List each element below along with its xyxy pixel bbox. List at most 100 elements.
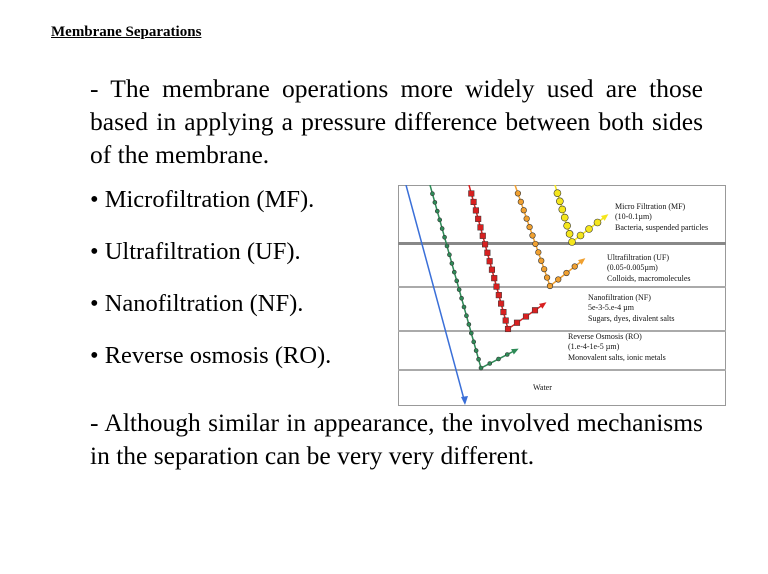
nf-particle xyxy=(468,190,475,197)
uf-particle xyxy=(535,249,542,256)
ro-range: (1.e-4-1e-5 µm) xyxy=(568,342,620,351)
nf-particle xyxy=(502,317,509,324)
ro-particle xyxy=(464,313,469,319)
nf-particle xyxy=(488,266,495,273)
uf-particle xyxy=(520,207,527,214)
ro-particle xyxy=(471,339,477,345)
membrane-uf xyxy=(398,286,726,288)
nf-particle xyxy=(495,292,502,299)
ro-particle xyxy=(442,234,447,240)
ro-particle xyxy=(466,322,472,327)
ro-particle xyxy=(461,304,467,310)
uf-particle xyxy=(546,282,554,290)
ro-particle xyxy=(478,365,484,371)
uf-particle xyxy=(517,198,524,205)
bullet-nf: • Nanofiltration (NF). xyxy=(90,290,304,317)
ro-particle xyxy=(434,208,440,214)
ro-name: Reverse Osmosis (RO) xyxy=(568,332,642,341)
ro-particle xyxy=(437,217,443,223)
bullet-ro: • Reverse osmosis (RO). xyxy=(90,342,332,369)
ro-arrowhead xyxy=(511,348,519,355)
uf-particle xyxy=(514,190,522,197)
membrane-diagram: Micro Filtration (MF) (10-0.1µm) Bacteri… xyxy=(398,185,726,406)
nf-particle xyxy=(493,283,500,290)
ro-particle xyxy=(447,252,452,258)
nf-particle xyxy=(522,313,530,320)
nf-particle xyxy=(484,249,491,256)
uf-particle xyxy=(523,215,530,222)
ro-particle xyxy=(444,243,450,249)
mf-particle xyxy=(576,231,585,240)
uf-particle xyxy=(543,274,551,281)
nf-particle xyxy=(491,275,498,282)
ro-particle xyxy=(473,348,479,353)
nf-arrowhead xyxy=(539,302,547,309)
bullet-uf: • Ultrafiltration (UF). xyxy=(90,238,301,265)
uf-name: Ultrafiltration (UF) xyxy=(607,253,669,262)
ro-particle xyxy=(430,191,435,197)
ro-particle xyxy=(468,330,474,336)
water-path xyxy=(405,185,466,404)
ro-particle xyxy=(476,356,481,362)
nf-particle xyxy=(479,232,486,239)
ro-particle xyxy=(456,287,462,292)
mf-range: (10-0.1µm) xyxy=(615,212,652,221)
water-label: Water xyxy=(533,383,552,392)
uf-arrowhead xyxy=(578,258,586,265)
nf-retains: Sugars, dyes, divalent salts xyxy=(588,314,674,323)
ro-particle xyxy=(432,200,438,205)
uf-particle xyxy=(571,263,578,270)
ro-particle xyxy=(439,226,445,231)
ro-retains: Monovalent salts, ionic metals xyxy=(568,353,666,362)
nf-particle xyxy=(486,258,493,265)
uf-particle xyxy=(555,276,562,283)
uf-particle xyxy=(538,257,545,264)
nf-particle xyxy=(472,207,479,214)
nf-particle xyxy=(470,198,477,205)
uf-particle xyxy=(541,266,548,273)
uf-particle xyxy=(529,232,536,239)
mf-particle xyxy=(585,225,593,233)
nf-particle xyxy=(500,309,507,316)
nf-particle xyxy=(513,319,521,326)
ro-particle xyxy=(496,356,501,362)
mf-particle xyxy=(563,221,571,230)
nf-particle xyxy=(498,300,505,307)
intro-paragraph: - The membrane operations more widely us… xyxy=(90,74,703,169)
membrane-mf xyxy=(398,242,726,245)
nf-particle xyxy=(482,241,489,248)
ro-particle xyxy=(487,361,493,366)
uf-particle xyxy=(532,240,539,248)
mf-retains: Bacteria, suspended particles xyxy=(615,223,708,232)
membrane-nf xyxy=(398,330,726,332)
mf-particle xyxy=(553,189,562,197)
mf-particle xyxy=(560,213,569,222)
mf-name: Micro Filtration (MF) xyxy=(615,202,686,211)
uf-range: (0.05-0.005µm) xyxy=(607,263,658,272)
nf-particle xyxy=(475,215,482,222)
mf-particle xyxy=(558,205,567,214)
nf-particle xyxy=(477,224,484,231)
slide-title: Membrane Separations xyxy=(51,24,202,40)
closing-paragraph: - Although similar in appearance, the in… xyxy=(90,408,703,470)
mf-particle xyxy=(556,197,564,206)
nf-particle xyxy=(531,307,539,314)
mf-particle xyxy=(568,238,576,246)
membrane-ro xyxy=(398,369,726,371)
mf-particle xyxy=(565,230,574,238)
mf-arrowhead xyxy=(601,214,609,221)
water-arrowhead xyxy=(461,396,468,405)
nf-range: 5e-3-5.e-4 µm xyxy=(588,303,635,312)
nf-particle xyxy=(504,325,512,333)
mf-particle xyxy=(593,218,602,227)
ro-particle xyxy=(459,295,464,301)
ro-particle xyxy=(451,269,457,275)
uf-particle xyxy=(563,269,570,277)
ro-particle xyxy=(454,278,460,284)
uf-particle xyxy=(526,223,533,231)
diagram-frame xyxy=(398,185,726,406)
nf-name: Nanofiltration (NF) xyxy=(588,293,651,302)
ro-particle xyxy=(504,352,510,357)
ro-particle xyxy=(449,261,455,266)
bullet-mf: • Microfiltration (MF). xyxy=(90,186,315,213)
